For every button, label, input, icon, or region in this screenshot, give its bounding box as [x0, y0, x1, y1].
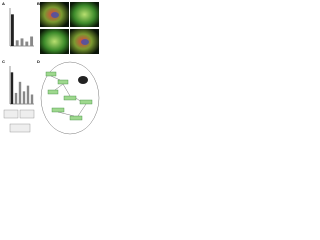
bar: [15, 40, 19, 46]
micrographs: [40, 2, 99, 54]
panel-label: D: [37, 59, 40, 64]
bar: [10, 14, 14, 47]
box: [19, 109, 35, 119]
arrow: [57, 111, 75, 117]
diagram: [3, 61, 100, 135]
bar: [14, 92, 18, 104]
bar: [20, 38, 24, 46]
arrow: [75, 97, 81, 102]
panel-label: A: [2, 1, 5, 6]
bar: [30, 36, 34, 46]
bar: [26, 85, 30, 104]
node: [63, 95, 77, 101]
box: [3, 109, 19, 119]
node: [47, 89, 59, 95]
node: [79, 99, 93, 105]
cell-outline: [40, 61, 100, 135]
bar: [18, 81, 22, 104]
arrow: [54, 83, 64, 91]
nucleus: [81, 39, 89, 45]
panel-label: B: [37, 1, 40, 6]
box: [9, 123, 31, 133]
bar: [30, 94, 34, 104]
figure: A B C D: [2, 1, 100, 135]
arrow: [62, 83, 71, 97]
micrograph: [40, 29, 69, 54]
bar: [10, 72, 14, 104]
bar: [25, 41, 29, 46]
node: [45, 71, 57, 77]
node: [51, 107, 65, 113]
nucleus: [78, 76, 88, 84]
arrow: [77, 103, 87, 117]
arrow: [50, 75, 61, 81]
nucleus: [51, 12, 59, 18]
panel-label: C: [2, 59, 5, 64]
micrograph: [70, 2, 99, 27]
node: [69, 115, 83, 121]
bar: [22, 91, 26, 104]
node: [57, 79, 69, 85]
